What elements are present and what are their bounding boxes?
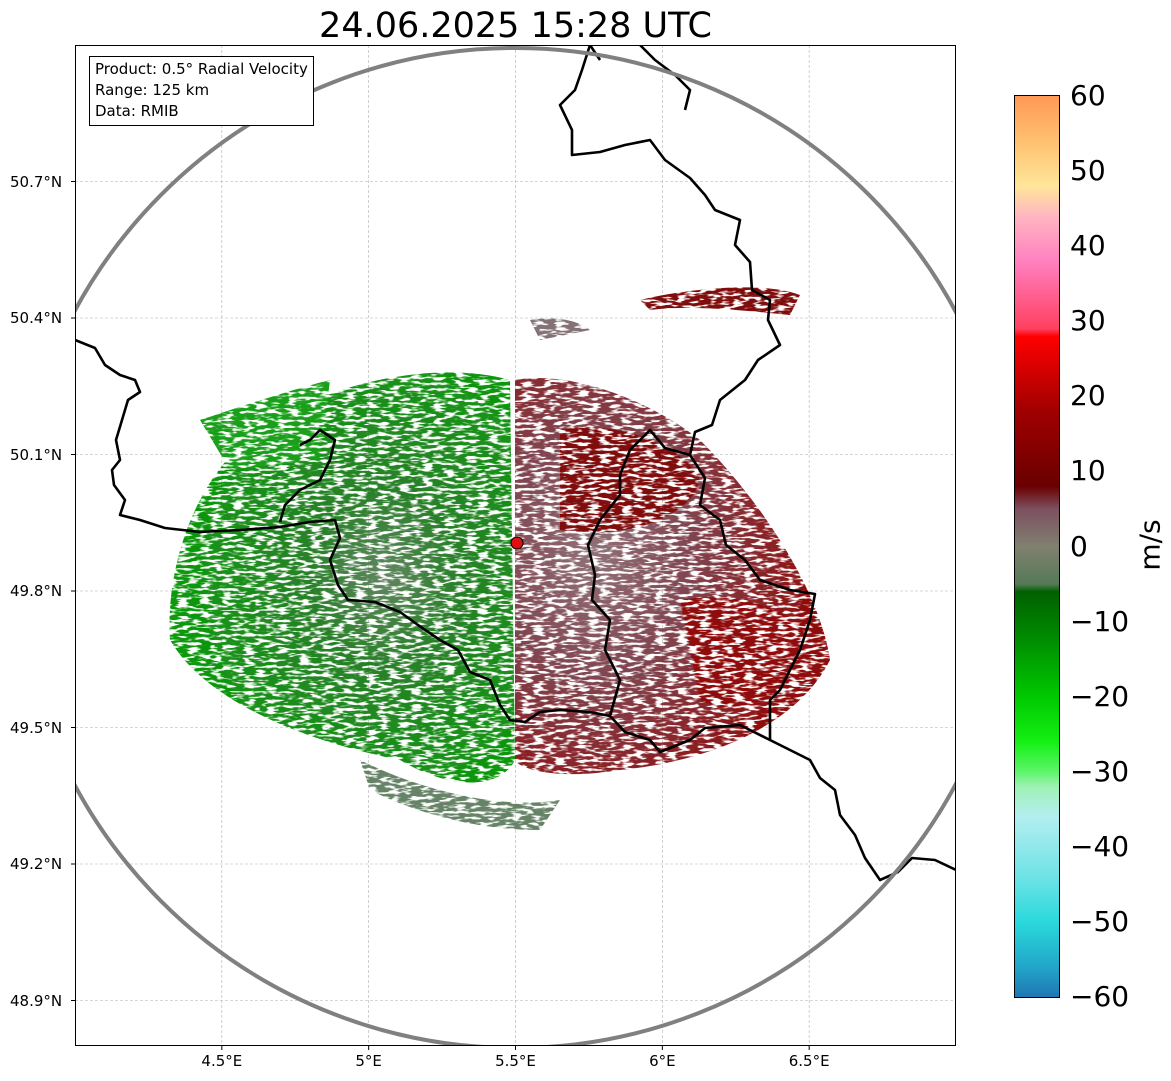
lon-tick-label: 5°E: [355, 1052, 382, 1070]
colorbar-tick-label: 10: [1070, 454, 1106, 488]
colorbar-tick-label: 0: [1070, 529, 1088, 563]
lat-tick-label: 49.5°N: [10, 718, 63, 737]
velocity-echoes: [169, 287, 830, 830]
plot-frame: [75, 45, 956, 1046]
lat-tick-label: 50.1°N: [10, 445, 63, 464]
colorbar-tick-label: −20: [1070, 679, 1130, 713]
colorbar-tick-label: −30: [1070, 754, 1130, 788]
radar-site-marker: [510, 536, 524, 550]
colorbar-label: m/s: [1133, 519, 1167, 571]
lat-tick-label: 49.8°N: [10, 582, 63, 600]
range-ring: [75, 46, 956, 1046]
colorbar-label-wrap: m/s: [1120, 510, 1171, 580]
lat-tick-label: 50.4°N: [10, 309, 63, 327]
colorbar-tick-label: 50: [1070, 154, 1106, 188]
lat-tick-label: 49.2°N: [10, 855, 63, 873]
colorbar-tick-label: −50: [1070, 904, 1130, 938]
colorbar-tick-label: 60: [1070, 79, 1106, 112]
lon-tick-label: 6°E: [649, 1052, 676, 1070]
lon-tick-label: 5.5°E: [495, 1052, 536, 1070]
colorbar-tick-label: 40: [1070, 229, 1106, 263]
info-source: Data: RMIB: [95, 102, 179, 120]
lon-tick-label: 6.5°E: [788, 1052, 830, 1070]
info-range: Range: 125 km: [95, 81, 210, 99]
colorbar-tick-label: 30: [1070, 304, 1106, 338]
lon-tick-label: 4.5°E: [201, 1052, 243, 1070]
colorbar-tick-label: −40: [1070, 829, 1130, 863]
lat-tick-label: 50.7°N: [10, 172, 63, 191]
colorbar-tick-label: −60: [1070, 980, 1130, 1013]
colorbar-tick-label: 20: [1070, 379, 1106, 413]
lat-tick-label: 48.9°N: [10, 991, 63, 1010]
colorbar-tick-label: −10: [1070, 604, 1130, 638]
map-title: 24.06.2025 15:28 UTC: [319, 6, 712, 46]
info-product: Product: 0.5° Radial Velocity: [95, 60, 308, 78]
colorbar: [1014, 95, 1060, 998]
info-box: Product: 0.5° Radial Velocity Range: 125…: [89, 56, 314, 126]
axis-ticks: [71, 181, 810, 1050]
